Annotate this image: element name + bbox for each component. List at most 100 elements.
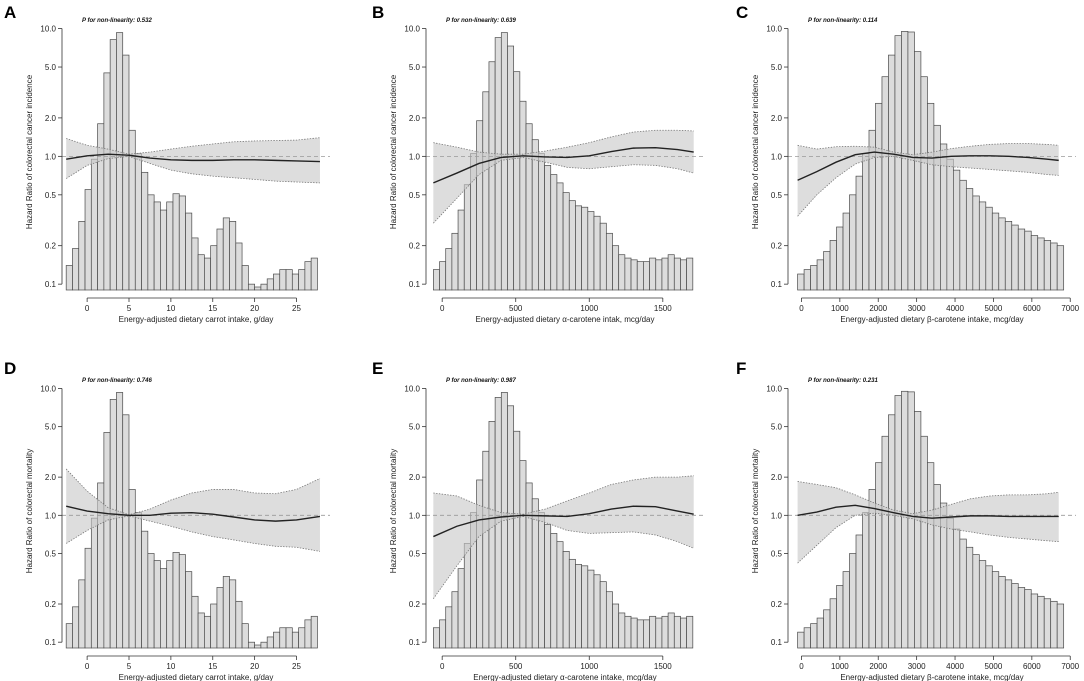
histogram-bar — [191, 595, 199, 649]
histogram-bar — [197, 254, 205, 291]
histogram-bar — [1030, 235, 1039, 291]
histogram-bar — [894, 395, 902, 649]
ci-upper-line — [433, 129, 694, 155]
histogram-bar — [1017, 587, 1026, 649]
histogram-bar — [260, 641, 268, 649]
panel-letter-a: A — [4, 3, 16, 22]
histogram-bar — [612, 245, 620, 291]
y-tick-label: 2.0 — [45, 473, 57, 482]
histogram-bar — [172, 193, 180, 291]
x-tick-label: 1000 — [580, 304, 598, 313]
histogram-bar — [914, 51, 922, 291]
y-axis-title: Hazard Ratio of colorectal mortality — [25, 449, 34, 574]
histogram-bar — [605, 232, 613, 291]
histogram-bar — [204, 257, 212, 291]
histogram-bar — [216, 587, 224, 649]
histogram-bar — [273, 273, 281, 291]
histogram-bar — [959, 179, 967, 291]
y-axis-title: Hazard Ratio of colorectal cancer incide… — [25, 74, 34, 229]
y-tick-label: 2.0 — [409, 114, 421, 123]
histogram-bar — [624, 257, 632, 291]
x-axis-title: Energy-adjusted dietary α-carotene intak… — [473, 673, 656, 681]
y-tick-label: 5.0 — [45, 423, 57, 432]
histogram-bar — [797, 273, 805, 291]
histogram-bar — [279, 627, 287, 649]
histogram-bar — [888, 54, 896, 291]
y-tick-label: 2.0 — [771, 114, 783, 123]
histogram-bar — [134, 512, 142, 649]
x-tick-label: 1500 — [654, 662, 672, 671]
histogram-bar — [488, 61, 496, 291]
histogram-bar — [624, 615, 632, 649]
x-tick-label: 1000 — [831, 304, 849, 313]
histogram-bar — [933, 124, 941, 291]
x-tick-label: 3000 — [908, 304, 926, 313]
histogram-bar — [803, 627, 811, 649]
histogram-bar — [649, 257, 657, 291]
histogram-bar — [673, 615, 681, 649]
y-tick-label: 1.0 — [409, 511, 421, 520]
histogram-bar — [519, 100, 527, 291]
y-tick-label: 5.0 — [409, 63, 421, 72]
histogram-bar — [72, 606, 80, 649]
histogram-bar — [556, 541, 564, 649]
x-tick-label: 15 — [208, 662, 217, 671]
x-tick-label: 7000 — [1061, 662, 1079, 671]
panel-letter-d: D — [4, 359, 16, 378]
x-tick-label: 10 — [166, 662, 175, 671]
x-tick-label: 0 — [85, 304, 90, 313]
y-tick-label: 1.0 — [409, 152, 421, 161]
x-tick-label: 1000 — [580, 662, 598, 671]
histogram-bar — [661, 615, 669, 649]
histogram-bar — [291, 631, 299, 649]
hazard-ratio-line — [66, 153, 320, 163]
histogram-bar — [488, 421, 496, 649]
histogram-bar — [241, 623, 249, 649]
histogram-bar — [103, 72, 111, 291]
x-tick-label: 5000 — [985, 662, 1003, 671]
ci-upper-line — [66, 137, 320, 155]
histogram-bar — [254, 644, 262, 649]
ci-lower-line — [797, 155, 1059, 217]
hazard-ratio-line — [797, 504, 1059, 519]
x-axis-title: Energy-adjusted dietary α-carotene intak… — [476, 315, 655, 324]
histogram-bar — [978, 201, 987, 291]
x-tick-label: 3000 — [908, 662, 926, 671]
x-tick-label: 1500 — [654, 304, 672, 313]
histogram-bar — [298, 269, 306, 291]
histogram-bar — [260, 283, 268, 291]
y-tick-label: 10.0 — [766, 25, 782, 34]
histogram-bar — [147, 553, 155, 649]
histogram-bar — [507, 45, 515, 291]
y-tick-label: 10.0 — [404, 25, 420, 34]
histogram-bar — [894, 35, 902, 291]
histogram-bar — [862, 512, 870, 649]
ci-lower-line — [433, 157, 694, 224]
histogram-bar — [655, 259, 663, 291]
panel-e: E 0.1 0.2 0.5 1.0 2.0 5.0 10.0 0 500 1000 1500 Energ… — [372, 359, 704, 681]
histogram-bar — [881, 76, 889, 291]
histogram-bar — [84, 189, 92, 291]
x-tick-label: 5000 — [985, 304, 1003, 313]
p-value-annotation: P for non-linearity: 0.987 — [446, 378, 516, 384]
x-tick-label: 0 — [440, 304, 445, 313]
histogram-bar — [1037, 595, 1045, 649]
histogram-bar — [823, 251, 831, 291]
histogram-bar — [65, 623, 73, 649]
y-tick-label: 0.5 — [45, 191, 57, 200]
y-tick-label: 1.0 — [45, 511, 57, 520]
y-axis-title: Hazard Ratio of colorectal cancer incide… — [751, 74, 760, 229]
histogram-bar — [643, 619, 650, 649]
histogram-bar — [1037, 237, 1045, 291]
histogram-bar — [914, 411, 922, 649]
x-axis-title: Energy-adjusted dietary carrot intake, g… — [119, 315, 274, 324]
y-tick-label: 1.0 — [771, 152, 783, 161]
histogram-bar — [888, 414, 896, 649]
y-tick-label: 0.1 — [45, 638, 57, 647]
hazard-ratio-line — [433, 146, 694, 184]
histogram-bar — [655, 617, 663, 649]
x-axis-title: Energy-adjusted dietary β-carotene intak… — [840, 673, 1023, 681]
histogram-bar — [568, 558, 576, 649]
histogram-bar — [605, 591, 613, 649]
